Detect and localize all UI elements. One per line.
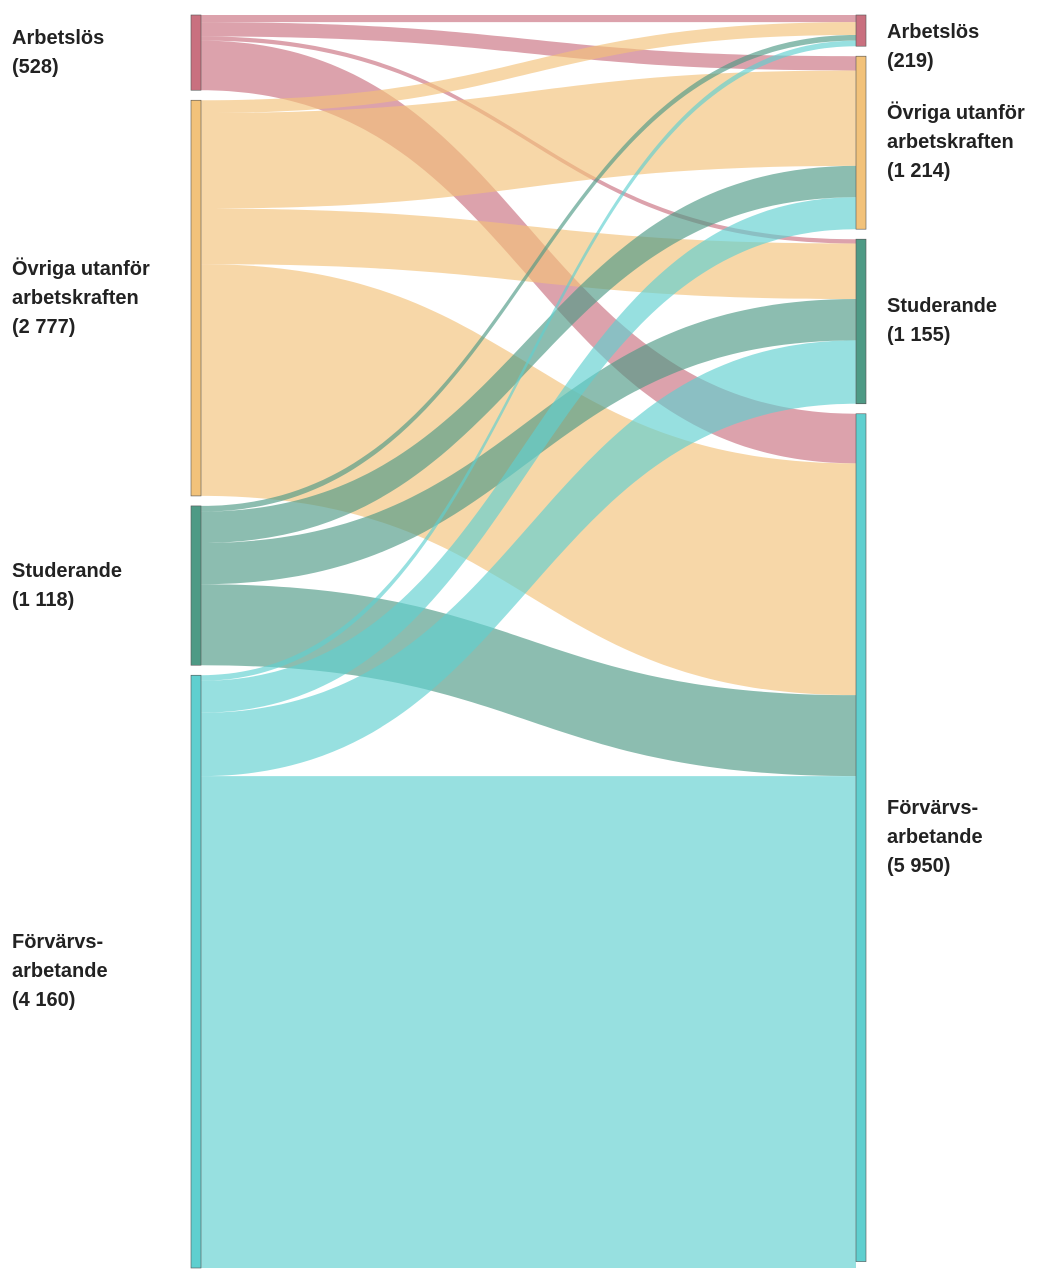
flow [201,264,856,696]
node-label: Övriga utanför arbetskraften (1 214) [887,99,1057,186]
node-label: Arbetslös (219) [887,18,1057,76]
node [190,674,202,1269]
node-value: (1 155) [887,324,951,347]
node-name: Övriga utanför arbetskraften [887,102,1025,154]
node-name: Studerande [887,295,998,318]
flow [201,70,856,209]
flow [201,34,856,512]
node-name: Arbetslös [887,21,980,43]
node-label: Arbetslös (528) [12,24,182,82]
flow [201,340,856,777]
node-value: (1 118) [12,588,75,611]
flow [201,40,856,681]
node-name: Förvärvs-arbetande [887,797,983,849]
node-label: Förvärvs-arbetande (5 950) [887,794,1057,881]
node-name: Arbetslös [12,26,105,49]
node [190,505,202,666]
node-value: (219) [887,50,934,72]
node-name: Förvärvs-arbetande [12,931,108,983]
node-label: Övriga utanför arbetskraften (2 777) [12,255,182,342]
node-name: Övriga utanför arbetskraften [12,257,150,309]
node [190,99,202,497]
flow [201,22,856,114]
flow [201,22,856,71]
node-value: (5 950) [887,855,951,878]
node-name: Studerande [12,559,123,582]
node [190,14,202,91]
flow [201,165,856,543]
node [855,55,867,230]
node-value: (4 160) [12,989,76,1012]
node-value: (528) [12,55,59,78]
node-label: Förvärvs-arbetande (4 160) [12,928,182,1015]
node [855,14,867,47]
flow [201,776,856,1268]
node [855,238,867,405]
node-label: Studerande (1 118) [12,557,182,615]
flow [201,197,856,713]
node [855,413,867,1262]
flow [201,15,856,23]
node-value: (1 214) [887,160,951,183]
node-value: (2 777) [12,315,76,338]
node-label: Studerande (1 155) [887,292,1057,350]
